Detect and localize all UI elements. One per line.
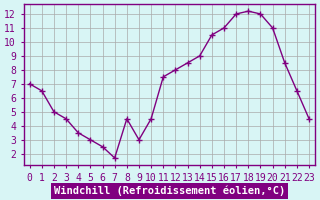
X-axis label: Windchill (Refroidissement éolien,°C): Windchill (Refroidissement éolien,°C) [54,185,285,196]
